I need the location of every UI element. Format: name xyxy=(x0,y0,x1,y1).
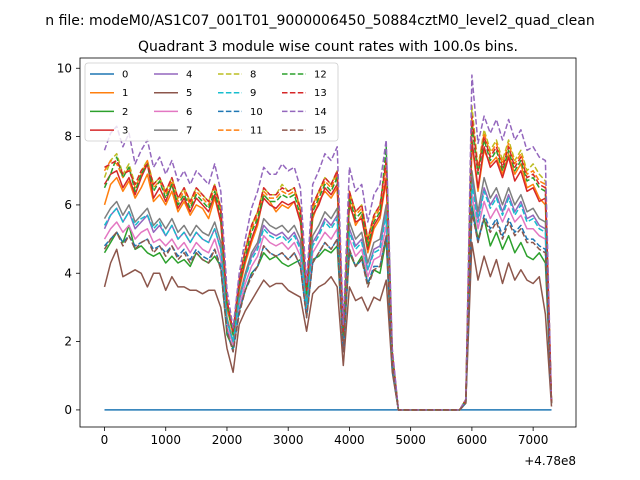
x-tick-label: 3000 xyxy=(273,433,304,447)
legend-label: 3 xyxy=(122,126,128,137)
x-tick-label: 6000 xyxy=(457,433,488,447)
series-lines xyxy=(103,74,553,411)
legend-label: 2 xyxy=(122,107,128,118)
legend-entry-11: 11 xyxy=(218,126,263,137)
legend-label: 8 xyxy=(250,70,256,81)
legend-entry-5: 5 xyxy=(154,88,192,99)
series-line-6 xyxy=(103,193,553,411)
legend-entry-10: 10 xyxy=(218,107,263,118)
legend-label: 11 xyxy=(250,126,263,137)
x-axis: 0 1000 2000 3000 4000 5000 6000 7000 xyxy=(101,427,549,447)
legend-entry-2: 2 xyxy=(90,107,128,118)
x-tick-label: 4000 xyxy=(334,433,365,447)
legend-label: 0 xyxy=(122,70,128,81)
y-tick-label: 0 xyxy=(64,403,72,417)
legend-label: 6 xyxy=(186,107,192,118)
chart-title: Quadrant 3 module wise count rates with … xyxy=(138,39,518,55)
series-line-14 xyxy=(103,74,553,411)
series-line-2 xyxy=(103,204,553,411)
x-offset-label: +4.78e8 xyxy=(524,454,576,468)
series-line-9 xyxy=(103,183,553,411)
legend-entry-8: 8 xyxy=(218,70,256,81)
legend-entry-7: 7 xyxy=(154,126,192,137)
x-tick-label: 7000 xyxy=(518,433,549,447)
series-line-5 xyxy=(103,241,553,411)
x-tick-label: 5000 xyxy=(395,433,426,447)
legend-entry-1: 1 xyxy=(90,88,128,99)
y-tick-label: 2 xyxy=(64,335,72,349)
legend-entry-0: 0 xyxy=(90,70,128,81)
y-tick-label: 10 xyxy=(57,61,72,75)
x-tick-label: 1000 xyxy=(150,433,181,447)
series-line-11 xyxy=(103,118,553,411)
legend-entry-4: 4 xyxy=(154,70,192,81)
legend-label: 13 xyxy=(314,88,327,99)
legend-label: 12 xyxy=(314,70,327,81)
series-line-7 xyxy=(103,170,553,411)
legend-entry-3: 3 xyxy=(90,126,128,137)
y-tick-label: 6 xyxy=(64,198,72,212)
series-line-3 xyxy=(103,139,553,411)
legend-entry-6: 6 xyxy=(154,107,192,118)
series-line-13 xyxy=(104,115,553,411)
series-line-12 xyxy=(103,125,553,411)
legend-frame xyxy=(84,62,339,142)
legend-label: 15 xyxy=(314,126,327,137)
legend-entry-12: 12 xyxy=(282,70,327,81)
legend-label: 14 xyxy=(314,107,327,118)
legend-entry-13: 13 xyxy=(282,88,327,99)
series-line-15 xyxy=(103,211,553,411)
legend-label: 5 xyxy=(186,88,192,99)
y-tick-label: 4 xyxy=(64,266,72,280)
legend-label: 9 xyxy=(250,88,256,99)
legend-label: 1 xyxy=(122,88,128,99)
axes-frame xyxy=(79,57,577,428)
y-tick-label: 8 xyxy=(64,130,72,144)
figure-suptitle: n file: modeM0/AS1C07_001T01_9000006450_… xyxy=(45,13,594,29)
x-tick-label: 2000 xyxy=(212,433,243,447)
legend-label: 4 xyxy=(186,70,192,81)
legend-entry-15: 15 xyxy=(282,126,327,137)
y-axis: 0 2 4 6 8 10 xyxy=(57,61,80,417)
legend-label: 7 xyxy=(186,126,192,137)
x-tick-label: 0 xyxy=(101,433,109,447)
legend-label: 10 xyxy=(250,107,263,118)
legend-entry-14: 14 xyxy=(282,107,327,118)
legend-entry-9: 9 xyxy=(218,88,256,99)
